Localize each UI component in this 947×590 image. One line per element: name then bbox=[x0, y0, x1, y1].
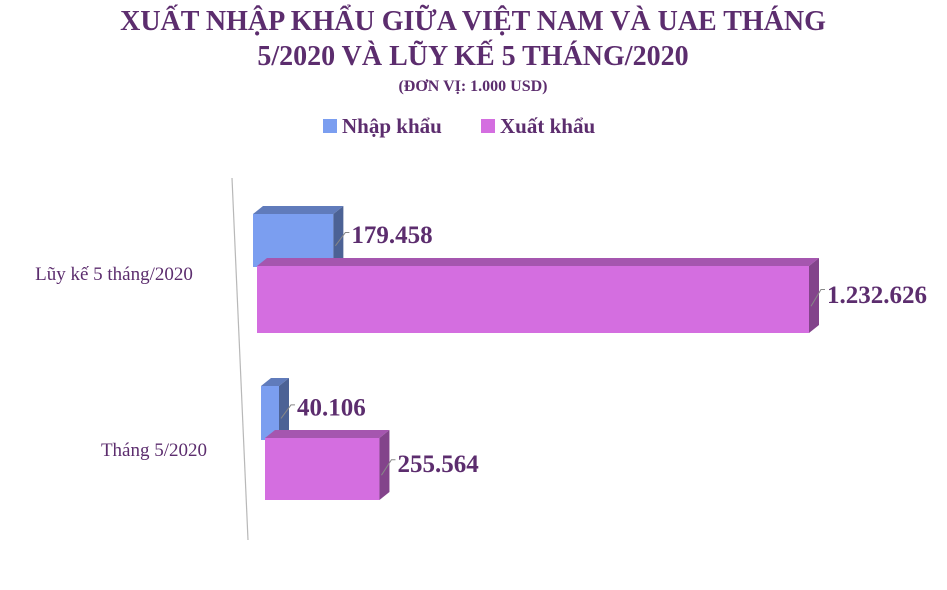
bars: 179.458 1.232.626 40.106 255.564 bbox=[253, 206, 927, 500]
data-label: 1.232.626 bbox=[827, 282, 927, 309]
legend-label-xuat-khau: Xuất khẩu bbox=[500, 114, 595, 138]
chart-title-line1: XUẤT NHẬP KHẨU GIỮA VIỆT NAM VÀ UAE THÁN… bbox=[120, 5, 826, 37]
data-label: 40.106 bbox=[297, 395, 366, 422]
bar-side-face bbox=[333, 206, 344, 267]
bar-xuat-khau-1 bbox=[265, 430, 390, 500]
data-label: 179.458 bbox=[351, 222, 432, 249]
bar-nhap-khau-1 bbox=[261, 378, 289, 440]
bar-front-face bbox=[265, 438, 380, 500]
data-label-leader bbox=[810, 288, 825, 307]
bar-nhap-khau-0 bbox=[253, 206, 344, 267]
bar-top-face bbox=[265, 430, 390, 438]
legend-label-nhap-khau: Nhập khẩu bbox=[342, 114, 442, 138]
bar-top-face bbox=[261, 378, 289, 386]
data-label-leader bbox=[280, 404, 295, 419]
bar-top-face bbox=[257, 258, 819, 266]
bar-side-face bbox=[809, 258, 819, 333]
chart-title-line2: 5/2020 VÀ LŨY KẾ 5 THÁNG/2020 bbox=[257, 40, 688, 72]
legend-swatch-nhap-khau bbox=[323, 119, 337, 133]
bar-top-face bbox=[253, 206, 344, 214]
legend: Nhập khẩu Xuất khẩu bbox=[323, 114, 595, 138]
category-axis bbox=[231, 177, 249, 541]
bar-front-face bbox=[261, 386, 279, 440]
data-label-leader bbox=[334, 232, 350, 247]
category-label-cumulative: Lũy kế 5 tháng/2020 bbox=[35, 264, 193, 285]
bar-front-face bbox=[257, 266, 809, 333]
category-label-may: Tháng 5/2020 bbox=[101, 440, 207, 461]
data-label-leader bbox=[381, 459, 396, 476]
bar-side-face bbox=[279, 378, 289, 440]
legend-swatch-xuat-khau bbox=[481, 119, 495, 133]
data-label: 255.564 bbox=[397, 451, 479, 478]
bar-side-face bbox=[379, 430, 390, 500]
chart-subtitle: (ĐƠN VỊ: 1.000 USD) bbox=[398, 78, 547, 95]
bar-xuat-khau-0 bbox=[257, 258, 819, 333]
